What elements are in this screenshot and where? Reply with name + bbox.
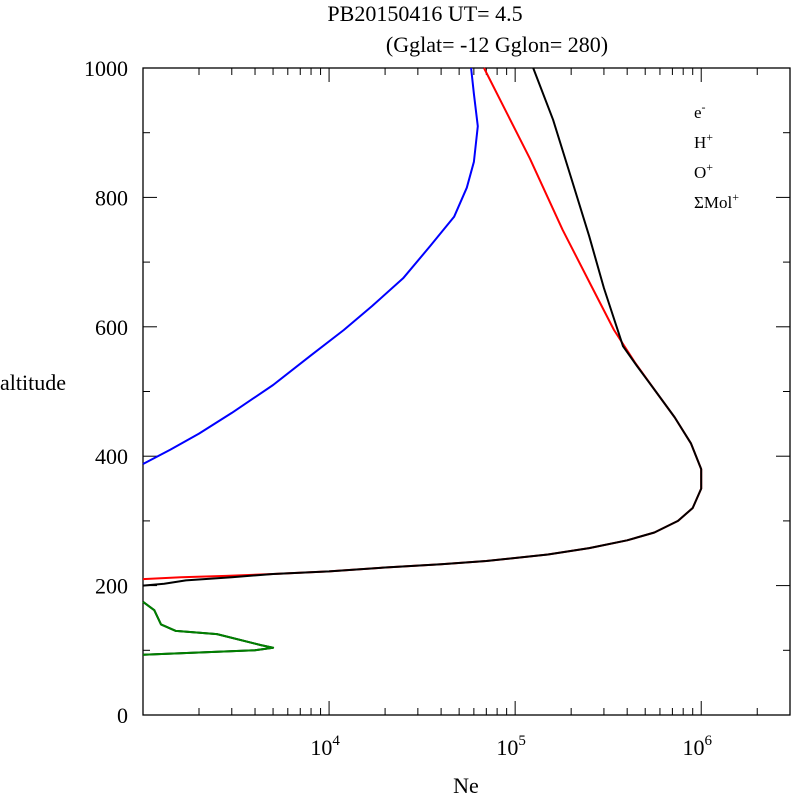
y-axis-label: altitude (0, 370, 66, 395)
y-tick-label: 1000 (84, 56, 128, 81)
x-tick-label: 104 (310, 733, 340, 760)
axis-ticks (142, 67, 791, 716)
x-axis-label: Ne (453, 773, 479, 796)
legend-item: e- (694, 100, 706, 122)
y-tick-labels: 0 200 400 600 800 1000 (84, 56, 128, 728)
y-tick-label: 800 (95, 185, 128, 210)
y-tick-label: 200 (95, 574, 128, 599)
x-tick-labels: 104 105 106 (310, 733, 712, 760)
series-line-e-lower (142, 600, 275, 656)
chart-title-line2: (Gglat= -12 Gglon= 280) (386, 32, 608, 57)
y-tick-label: 400 (95, 444, 128, 469)
chart-title-line1: PB20150416 UT= 4.5 (327, 1, 522, 26)
y-tick-label: 600 (95, 315, 128, 340)
series-line-o (142, 67, 703, 581)
legend-item: H+ (694, 130, 713, 152)
series-line-h (142, 67, 479, 465)
legend-item: O+ (694, 160, 713, 182)
legend-item: ΣMol+ (694, 190, 739, 212)
legend: e- H+ O+ ΣMol+ (694, 100, 739, 212)
x-tick-label: 105 (496, 733, 526, 760)
series-line--mol (142, 600, 275, 656)
y-tick-label: 0 (117, 703, 128, 728)
data-series (142, 67, 703, 656)
plot-frame (142, 67, 791, 716)
x-tick-label: 106 (682, 733, 712, 760)
series-line-e (142, 67, 703, 587)
